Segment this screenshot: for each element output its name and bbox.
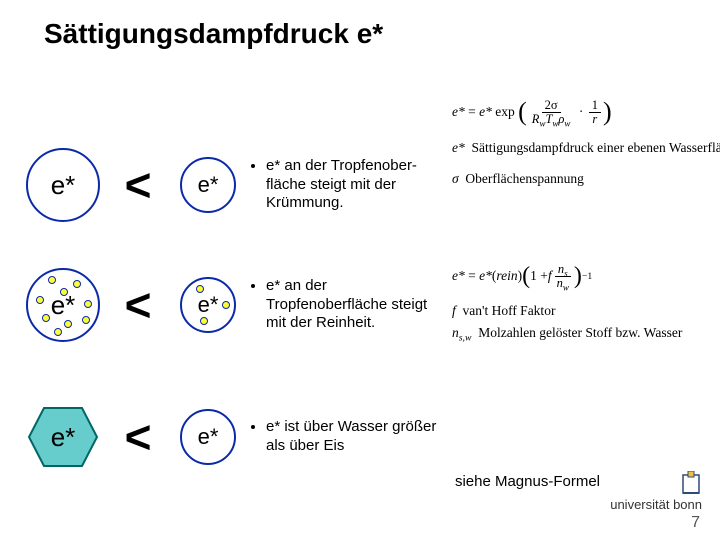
big-circle-dots: e*: [26, 268, 100, 342]
university-logo: universität bonn: [610, 471, 702, 512]
small-circle-plain: e*: [180, 157, 236, 213]
row1-lt: <: [125, 162, 152, 208]
row2-right-label: e*: [198, 292, 219, 318]
row3-right-label: e*: [198, 424, 219, 450]
row1-left-shape: e*: [18, 148, 108, 222]
small-circle-dots: e*: [180, 277, 236, 333]
big-circle-plain: e*: [26, 148, 100, 222]
solute-dot: [200, 317, 208, 325]
row1-bullet: e* an der Tropfenober-fläche steigt mit …: [248, 157, 443, 213]
row1-left-label: e*: [51, 170, 76, 201]
row-curvature: e* < e* e* an der Tropfenober-fläche ste…: [18, 148, 443, 222]
row1-right-shape: e*: [168, 157, 248, 213]
magnus-note: siehe Magnus-Formel: [455, 473, 600, 490]
row3-left-label: e*: [51, 422, 76, 453]
row2-right-shape: e*: [168, 277, 248, 333]
row2-left-shape: e*: [18, 268, 108, 342]
row3-lt: <: [125, 414, 152, 460]
uni-bonn-icon: [680, 471, 702, 497]
solute-dot: [222, 301, 230, 309]
row2-left-label: e*: [51, 290, 76, 321]
solute-dot: [73, 280, 81, 288]
equation-raoult: e* = e*(rein)(1 + f nsnw )−1 f van't Hof…: [452, 258, 702, 344]
ice-hexagon: e*: [25, 404, 101, 470]
row1-right-label: e*: [198, 172, 219, 198]
solute-dot: [64, 320, 72, 328]
solute-dot: [84, 300, 92, 308]
row-purity: e* < e* e* an der Tropfenoberfläche stei…: [18, 268, 443, 342]
solute-dot: [54, 328, 62, 336]
row2-bullet: e* an der Tropfenoberfläche steigt mit d…: [248, 277, 443, 333]
solute-dot: [48, 276, 56, 284]
row3-left-shape: e*: [18, 404, 108, 470]
row-ice-water: e* < e* e* ist über Wasser größer als üb…: [18, 404, 443, 470]
row3-right-shape: e*: [168, 409, 248, 465]
small-circle-water: e*: [180, 409, 236, 465]
solute-dot: [82, 316, 90, 324]
page-number: 7: [691, 514, 700, 532]
slide-title: Sättigungsdampfdruck e*: [44, 18, 383, 50]
row3-bullet: e* ist über Wasser größer als über Eis: [248, 418, 443, 456]
row2-lt: <: [125, 282, 152, 328]
equation-kelvin: e* = e* exp ( 2σRwTwρw · 1r ) e* Sättigu…: [452, 92, 702, 190]
solute-dot: [42, 314, 50, 322]
solute-dot: [36, 296, 44, 304]
